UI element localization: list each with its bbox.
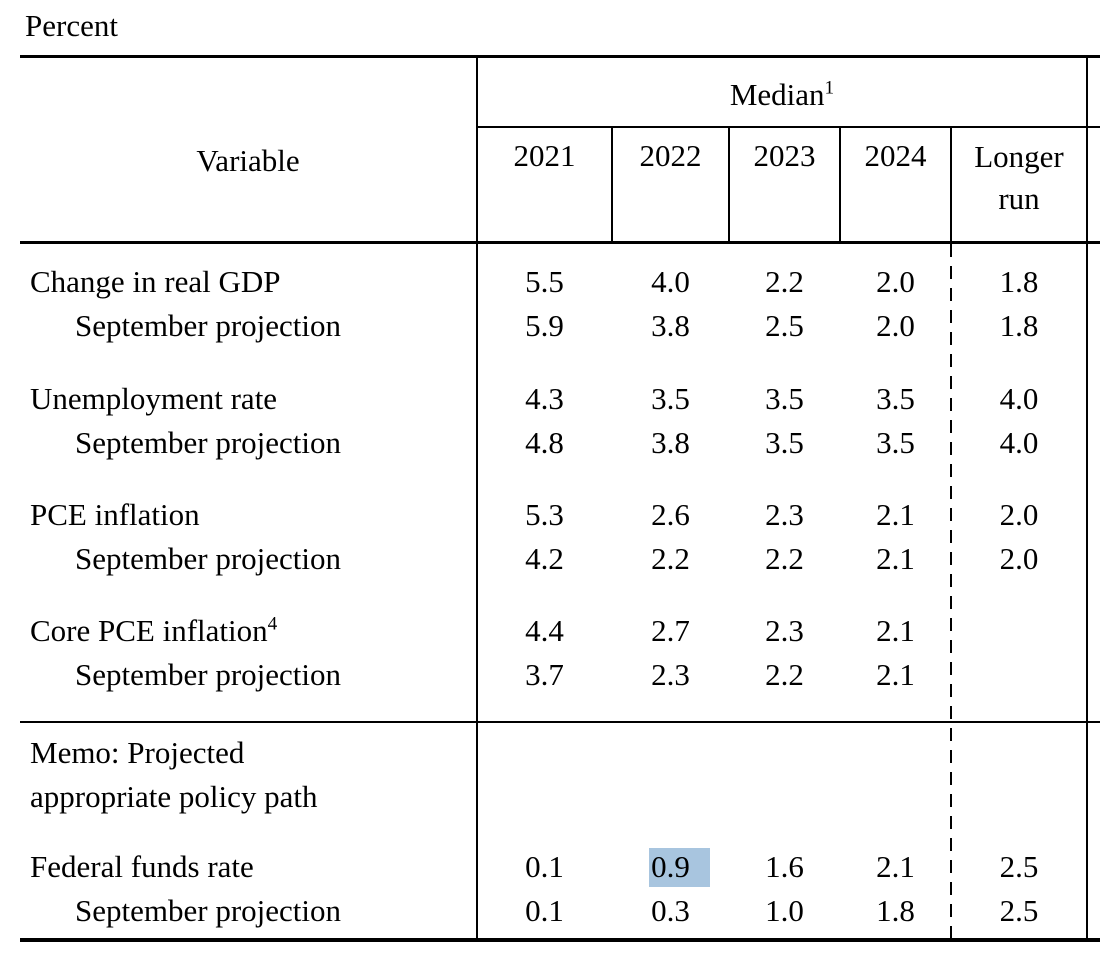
table-row-core-pce-september: September projection 3.7 2.3 2.2 2.1 (0, 655, 1100, 695)
cell-value: 3.5 (876, 425, 915, 460)
cell-value: 2.7 (651, 613, 690, 648)
divider-2023-2024 (839, 126, 841, 243)
cell-value: 0.1 (525, 893, 564, 928)
col-header-2023: 2023 (753, 138, 816, 173)
divider-right-group (1086, 55, 1088, 942)
cell-value: 3.5 (765, 425, 804, 460)
cell-value: 3.8 (651, 308, 690, 343)
row-label: September projection (75, 308, 341, 343)
row-label: September projection (75, 541, 341, 576)
cell-value: 2.1 (876, 613, 915, 648)
cell-value: 0.1 (525, 849, 564, 884)
cell-value: 3.8 (651, 425, 690, 460)
divider-variable-data (476, 55, 478, 942)
col-header-2021: 2021 (513, 138, 576, 173)
cell-value: 2.2 (765, 657, 804, 692)
table-row-ffr-september: September projection 0.1 0.3 1.0 1.8 2.5 (0, 891, 1100, 931)
cell-value: 1.6 (765, 849, 804, 884)
median-footnote-marker: 1 (824, 77, 835, 99)
rule-bottom (20, 938, 1100, 942)
cell-value: 1.8 (999, 308, 1039, 343)
col-header-2024: 2024 (864, 138, 927, 173)
cell-value: 5.3 (525, 497, 564, 532)
row-label: Core PCE inflation4 (30, 613, 278, 648)
divider-2021-2022 (611, 126, 613, 243)
highlighted-cell-value: 0.9 (649, 848, 710, 887)
cell-value: 2.1 (876, 657, 915, 692)
cell-value: 2.3 (765, 497, 804, 532)
table-row-core-pce: Core PCE inflation4 4.4 2.7 2.3 2.1 (0, 611, 1100, 651)
col-header-2022: 2022 (639, 138, 702, 173)
row-label: Change in real GDP (30, 264, 281, 299)
cell-value: 3.5 (651, 381, 690, 416)
cell-value: 2.5 (999, 849, 1039, 884)
cell-value: 4.0 (999, 425, 1039, 460)
table-row-pce-inflation: PCE inflation 5.3 2.6 2.3 2.1 2.0 (0, 495, 1100, 535)
cell-value: 2.2 (765, 541, 804, 576)
cell-value: 2.5 (999, 893, 1039, 928)
cell-value: 3.5 (765, 381, 804, 416)
memo-heading-line2: appropriate policy path (30, 779, 318, 814)
row-label: Unemployment rate (30, 381, 278, 416)
core-pce-footnote-marker: 4 (267, 613, 278, 635)
rule-above-memo (20, 721, 1100, 723)
rule-top (20, 55, 1100, 58)
cell-value: 2.5 (765, 308, 804, 343)
cell-value: 1.8 (999, 264, 1039, 299)
cell-value: 2.6 (651, 497, 690, 532)
cell-value: 4.2 (525, 541, 564, 576)
cell-value: 4.4 (525, 613, 564, 648)
cell-value: 2.2 (651, 541, 690, 576)
rule-under-median (476, 126, 1100, 128)
cell-value: 2.0 (999, 497, 1039, 532)
cell-value: 4.3 (525, 381, 564, 416)
cell-value: 1.8 (876, 893, 915, 928)
group-header-median: Median1 (729, 77, 835, 112)
cell-value: 3.5 (876, 381, 915, 416)
col-header-variable: Variable (196, 143, 300, 178)
divider-2022-2023 (728, 126, 730, 243)
cell-value: 1.0 (765, 893, 804, 928)
cell-value: 2.1 (876, 497, 915, 532)
row-label: Federal funds rate (30, 849, 254, 884)
cell-value: 0.3 (651, 893, 690, 928)
cell-value: 2.0 (876, 308, 915, 343)
table-row-federal-funds-rate: Federal funds rate 0.1 0.9 1.6 2.1 2.5 (0, 847, 1100, 887)
row-label: September projection (75, 893, 341, 928)
table-row-gdp-september: September projection 5.9 3.8 2.5 2.0 1.8 (0, 306, 1100, 346)
cell-value: 2.1 (876, 849, 915, 884)
row-label: September projection (75, 425, 341, 460)
row-label: September projection (75, 657, 341, 692)
cell-value: 2.0 (876, 264, 915, 299)
cell-value: 2.2 (765, 264, 804, 299)
divider-2024-longer-run (950, 126, 952, 243)
table-row-gdp: Change in real GDP 5.5 4.0 2.2 2.0 1.8 (0, 262, 1100, 302)
table-row-pce-september: September projection 4.2 2.2 2.2 2.1 2.0 (0, 539, 1100, 579)
cell-value: 3.7 (525, 657, 564, 692)
cell-value: 2.3 (765, 613, 804, 648)
row-label: PCE inflation (30, 497, 200, 532)
col-header-longer-run: Longer run (974, 139, 1064, 216)
dashed-divider-longer-run (950, 244, 952, 938)
cell-value: 5.9 (525, 308, 564, 343)
table-row-unemployment: Unemployment rate 4.3 3.5 3.5 3.5 4.0 (0, 379, 1100, 419)
cell-value: 4.0 (651, 264, 690, 299)
cell-value: 2.0 (999, 541, 1039, 576)
memo-heading-line1: Memo: Projected (30, 735, 245, 770)
rule-under-header (20, 241, 1100, 244)
cell-value: 2.1 (876, 541, 915, 576)
units-label: Percent (25, 8, 118, 43)
cell-value: 2.3 (651, 657, 690, 692)
cell-value: 0.9 (613, 847, 728, 887)
cell-value: 5.5 (525, 264, 564, 299)
table-row-unemployment-september: September projection 4.8 3.8 3.5 3.5 4.0 (0, 423, 1100, 463)
cell-value: 4.8 (525, 425, 564, 460)
cell-value: 4.0 (999, 381, 1039, 416)
